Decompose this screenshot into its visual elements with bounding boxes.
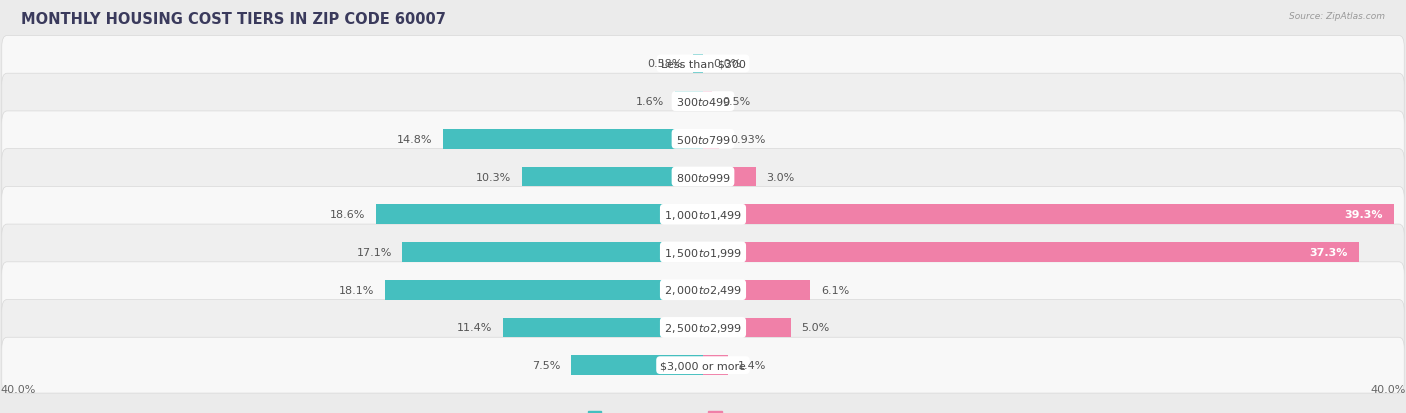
Bar	[703, 92, 711, 112]
Text: $2,000 to $2,499: $2,000 to $2,499	[664, 284, 742, 297]
Text: 3.0%: 3.0%	[766, 172, 794, 182]
Text: 17.1%: 17.1%	[357, 247, 392, 257]
Text: Less than $300: Less than $300	[661, 59, 745, 69]
FancyBboxPatch shape	[1, 225, 1405, 280]
Text: $500 to $799: $500 to $799	[675, 133, 731, 145]
Text: 39.3%: 39.3%	[1344, 210, 1384, 220]
Bar	[693, 55, 703, 74]
Bar	[375, 205, 703, 225]
FancyBboxPatch shape	[1, 36, 1405, 92]
Bar	[443, 130, 703, 149]
Text: 10.3%: 10.3%	[477, 172, 512, 182]
Bar	[385, 280, 703, 300]
Text: $2,500 to $2,999: $2,500 to $2,999	[664, 321, 742, 334]
Text: 18.1%: 18.1%	[339, 285, 374, 295]
Text: $1,000 to $1,499: $1,000 to $1,499	[664, 208, 742, 221]
Legend: Owner-occupied, Renter-occupied: Owner-occupied, Renter-occupied	[583, 407, 823, 413]
Text: $300 to $499: $300 to $499	[675, 96, 731, 108]
FancyBboxPatch shape	[1, 300, 1405, 356]
Text: 0.58%: 0.58%	[647, 59, 682, 69]
Bar	[402, 242, 703, 262]
FancyBboxPatch shape	[1, 74, 1405, 130]
Bar	[703, 167, 756, 187]
Text: 14.8%: 14.8%	[396, 135, 433, 145]
Text: 18.6%: 18.6%	[330, 210, 366, 220]
Text: 40.0%: 40.0%	[1371, 384, 1406, 394]
Text: 0.93%: 0.93%	[730, 135, 765, 145]
Text: Source: ZipAtlas.com: Source: ZipAtlas.com	[1289, 12, 1385, 21]
Text: $1,500 to $1,999: $1,500 to $1,999	[664, 246, 742, 259]
FancyBboxPatch shape	[1, 149, 1405, 205]
FancyBboxPatch shape	[1, 187, 1405, 242]
Bar	[703, 318, 790, 337]
FancyBboxPatch shape	[1, 337, 1405, 393]
Bar	[522, 167, 703, 187]
Text: 1.6%: 1.6%	[636, 97, 665, 107]
Text: $800 to $999: $800 to $999	[675, 171, 731, 183]
Text: 40.0%: 40.0%	[0, 384, 35, 394]
Bar	[703, 280, 810, 300]
Bar	[503, 318, 703, 337]
Bar	[703, 130, 720, 149]
Text: 0.0%: 0.0%	[713, 59, 742, 69]
Text: 7.5%: 7.5%	[533, 360, 561, 370]
Text: 5.0%: 5.0%	[801, 323, 830, 332]
Text: 0.5%: 0.5%	[723, 97, 751, 107]
FancyBboxPatch shape	[1, 262, 1405, 318]
Text: 37.3%: 37.3%	[1309, 247, 1348, 257]
FancyBboxPatch shape	[1, 112, 1405, 167]
Bar	[703, 356, 728, 375]
Text: 6.1%: 6.1%	[821, 285, 849, 295]
Bar	[675, 92, 703, 112]
Bar	[571, 356, 703, 375]
Bar	[703, 205, 1393, 225]
Text: $3,000 or more: $3,000 or more	[661, 360, 745, 370]
Text: MONTHLY HOUSING COST TIERS IN ZIP CODE 60007: MONTHLY HOUSING COST TIERS IN ZIP CODE 6…	[21, 12, 446, 27]
Text: 11.4%: 11.4%	[457, 323, 492, 332]
Bar	[703, 242, 1358, 262]
Text: 1.4%: 1.4%	[738, 360, 766, 370]
